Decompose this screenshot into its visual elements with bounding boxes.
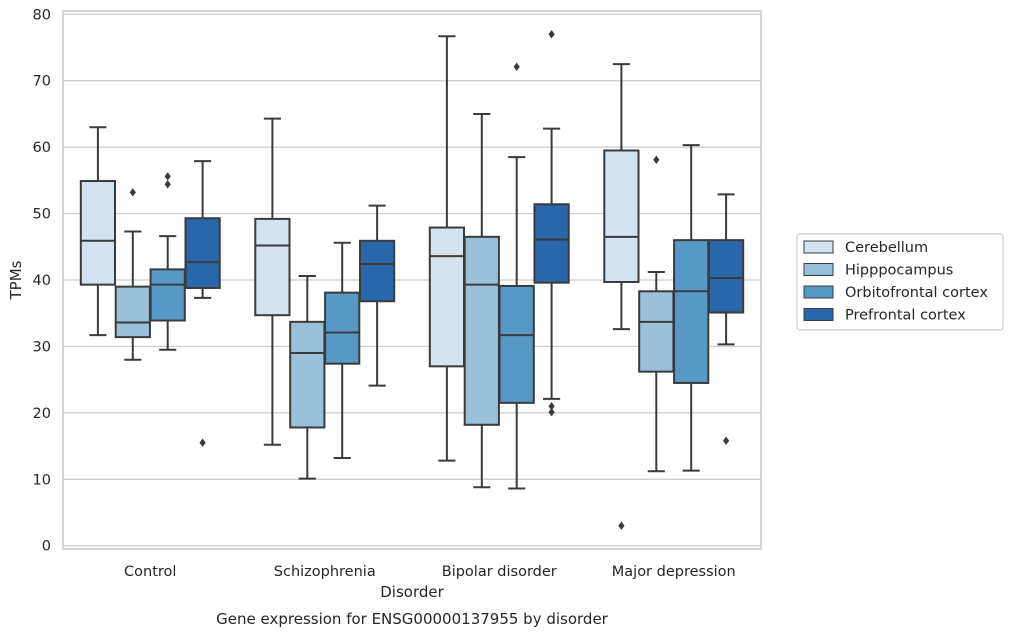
outlier-point	[548, 407, 555, 417]
iqr-box	[254, 217, 291, 317]
legend-label: Prefrontal cortex	[845, 308, 966, 324]
iqr-box	[463, 235, 500, 426]
box-hipppocampus	[638, 155, 675, 473]
plot-frame	[62, 10, 762, 550]
outlier-point	[513, 62, 520, 71]
y-axis-label: TPMs	[7, 260, 25, 300]
x-axis-label: Disorder	[380, 583, 444, 601]
outlier-point	[548, 401, 555, 411]
legend-swatch	[803, 285, 834, 299]
outlier-point	[618, 521, 625, 530]
x-tick-label: Major depression	[612, 564, 736, 580]
box-cerebellum	[79, 126, 117, 337]
box-orbitofrontal-cortex	[149, 172, 186, 351]
outlier-point	[548, 30, 555, 39]
iqr-box	[358, 239, 396, 303]
box-cerebellum	[603, 63, 640, 530]
iqr-box	[149, 268, 186, 322]
iqr-box	[79, 180, 117, 286]
legend-swatch	[803, 263, 834, 276]
iqr-box	[184, 217, 221, 289]
iqr-box	[289, 320, 326, 429]
iqr-box	[533, 203, 570, 284]
y-tick-label: 40	[33, 273, 51, 289]
iqr-box	[114, 285, 151, 339]
outlier-point	[164, 172, 171, 181]
y-tick-label: 0	[42, 539, 51, 555]
x-tick-label: Bipolar disorder	[442, 564, 557, 580]
iqr-box	[603, 149, 640, 283]
iqr-box	[324, 291, 361, 365]
y-tick-label: 20	[33, 406, 51, 422]
chart-caption: Gene expression for ENSG00000137955 by d…	[216, 610, 609, 628]
iqr-box	[428, 226, 466, 368]
grid-lines	[63, 13, 761, 547]
box-prefrontal-cortex	[707, 193, 745, 445]
iqr-box	[638, 290, 675, 373]
y-ticks: 0 10 20 30 40 50 60 70 80	[33, 7, 51, 554]
y-tick-label: 50	[33, 207, 51, 223]
box-prefrontal-cortex	[533, 30, 570, 417]
box-cerebellum	[428, 35, 466, 462]
outlier-point	[723, 436, 730, 445]
y-tick-label: 10	[33, 472, 51, 488]
outlier-point	[653, 155, 660, 164]
iqr-box	[707, 239, 745, 314]
x-tick-label: Control	[124, 564, 176, 580]
box-orbitofrontal-cortex	[324, 241, 361, 460]
iqr-box	[498, 284, 535, 404]
outlier-point	[129, 188, 136, 197]
legend-frame	[796, 233, 1004, 331]
legend-swatch	[803, 240, 834, 254]
legend-label: Orbitofrontal cortex	[845, 285, 988, 301]
box-prefrontal-cortex	[358, 204, 396, 387]
y-tick-label: 70	[33, 74, 51, 90]
legend-swatch	[803, 308, 834, 321]
outlier-point	[199, 438, 206, 447]
box-prefrontal-cortex	[184, 160, 221, 447]
x-tick-label: Schizophrenia	[274, 564, 376, 580]
y-tick-label: 80	[33, 7, 51, 23]
box-orbitofrontal-cortex	[498, 62, 535, 490]
legend-label: Hipppocampus	[845, 263, 953, 279]
y-tick-label: 30	[33, 339, 51, 355]
y-tick-label: 60	[33, 140, 51, 156]
box-orbitofrontal-cortex	[673, 144, 710, 472]
boxes-layer	[79, 30, 745, 530]
x-ticks: Control Schizophrenia Bipolar disorder Majo…	[124, 564, 736, 580]
iqr-box	[673, 239, 710, 384]
legend: Cerebellum Hipppocampus Orbitofrontal cort…	[796, 233, 1004, 331]
box-hipppocampus	[289, 275, 326, 480]
legend-label: Cerebellum	[845, 240, 928, 256]
outlier-point	[164, 180, 171, 189]
box-cerebellum	[254, 117, 291, 446]
